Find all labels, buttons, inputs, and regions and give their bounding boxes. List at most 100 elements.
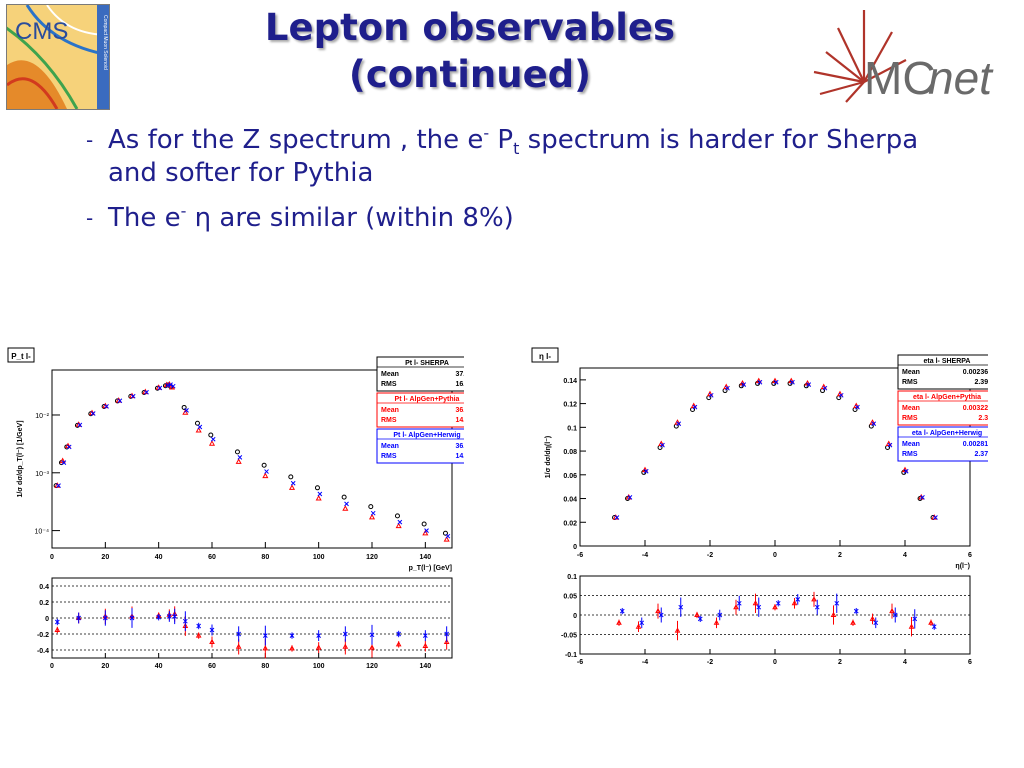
legend-box [897,354,997,390]
slide-title: Lepton observables (continued) [215,4,725,98]
x-tick-label: -6 [577,552,583,559]
ratio-point-herwig [717,612,723,618]
ratio-x-tick-label: 120 [366,663,378,670]
legend-box [376,392,478,428]
data-point-herwig [397,519,403,525]
data-point-herwig [773,379,779,385]
data-point-herwig [643,468,649,474]
y-tick-label: 0.04 [563,497,577,504]
legend-title: eta l- AlpGen+Pythia [913,394,981,401]
data-point-pythia [368,513,376,520]
ratio-point-pythia [928,619,934,625]
ratio-point-herwig [54,619,60,625]
bullet-text: P [489,125,514,155]
bullet-sup: - [483,123,490,143]
ratio-point-herwig [736,600,742,606]
data-point-herwig [130,393,136,399]
ratio-x-tick-label: -4 [642,659,648,666]
cms-logo: CMS Compact Muon Solenoid [6,4,110,110]
y-axis-label: 1/σ dσ/dη(l⁻) [545,436,552,478]
data-point-herwig [871,421,877,427]
x-tick-label: -2 [707,552,713,559]
data-point-sherpa [288,474,294,480]
ratio-x-tick-label: 140 [419,663,431,670]
data-point-herwig [692,404,698,410]
y-tick-label: 0.06 [563,473,577,480]
eta-figure-svg: η l--6 -4 -2 0 2 4 600.020.040.060.080.10.120.… [531,347,997,666]
ratio-point-herwig [342,631,348,637]
data-point-herwig [741,382,747,387]
data-point-herwig [61,460,67,465]
ratio-y-tick-label: -0.4 [37,648,49,655]
ratio-point-herwig [396,631,402,637]
data-point-herwig [790,379,795,385]
ratio-point-herwig [129,615,135,621]
legend-mean-label: Mean [902,369,920,376]
ratio-point-herwig [166,614,172,619]
data-point-pythia [59,457,66,464]
data-point-pythia [422,529,429,536]
panel-label: P_t l- [11,352,31,361]
legend-mean-label: Mean [902,441,920,448]
ratio-x-tick-label: -6 [577,659,583,666]
ratio-point-herwig [873,620,879,626]
x-tick-label: 0 [50,554,54,561]
data-point-herwig [170,383,176,389]
data-point-herwig [855,404,860,410]
data-point-sherpa [181,404,187,410]
data-point-herwig [290,480,296,486]
ratio-y-tick-label: 0.4 [39,584,49,591]
ratio-x-tick-label: 0 [50,663,54,670]
ratio-point-herwig [182,618,188,624]
ratio-x-tick-label: 60 [208,663,216,670]
x-tick-label: 4 [903,552,907,559]
data-point-herwig [165,383,171,388]
ratio-x-tick-label: -2 [707,659,713,666]
data-point-herwig [933,515,938,520]
data-point-pythia [674,419,681,425]
ratio-point-herwig [892,612,898,618]
pt-figure: P_t l- 0 20 40 60 80 100 120 140 10⁻⁴ 10⁻³ 10⁻² p_T(… [4,340,478,675]
data-point-herwig [317,491,323,497]
data-point-pythia [235,458,242,464]
ratio-y-tick-label: 0.2 [39,600,49,607]
data-point-pythia [820,383,827,390]
data-point-pythia [168,383,176,390]
legend-mean-value: 37.65 [455,371,464,378]
legend-rms-value: 14.42 [455,417,464,424]
data-point-herwig [757,379,763,385]
data-point-pythia [690,402,697,409]
ratio-point-pythia [694,611,700,617]
data-point-pythia [706,390,714,397]
x-tick-label: 60 [208,554,216,561]
data-point-pythia [771,377,779,384]
data-point-sherpa [421,521,427,527]
x-tick-label: 20 [101,554,109,561]
legend-mean-value: 36.52 [455,407,464,414]
data-point-sherpa [394,513,400,519]
bullet-sub: t [513,139,520,159]
bullet-text: As for the Z spectrum , the e [108,125,484,155]
ratio-point-pythia [209,638,215,644]
ratio-point-pythia [889,607,895,614]
legend-rms-label: RMS [902,451,918,458]
x-tick-label: 80 [261,554,269,561]
ratio-x-tick-label: 100 [313,663,325,670]
ratio-point-pythia [655,607,661,614]
ratio-point-herwig [678,604,684,610]
data-point-pythia [395,522,402,529]
data-point-herwig [90,411,96,416]
ratio-point-pythia [342,643,349,649]
ratio-y-tick-label: 0.1 [567,574,577,581]
ratio-point-herwig [236,631,242,637]
mcnet-logo-graphic: MC net [813,10,994,104]
bullet-dash: - [86,128,94,152]
data-point-herwig [237,454,243,460]
ratio-point-pythia [443,638,450,644]
data-point-sherpa [234,449,240,455]
x-tick-label: 140 [419,554,431,561]
ratio-point-pythia [772,603,778,610]
ratio-point-pythia [811,596,817,602]
ratio-point-herwig [912,616,918,622]
ratio-point-herwig [76,615,82,621]
